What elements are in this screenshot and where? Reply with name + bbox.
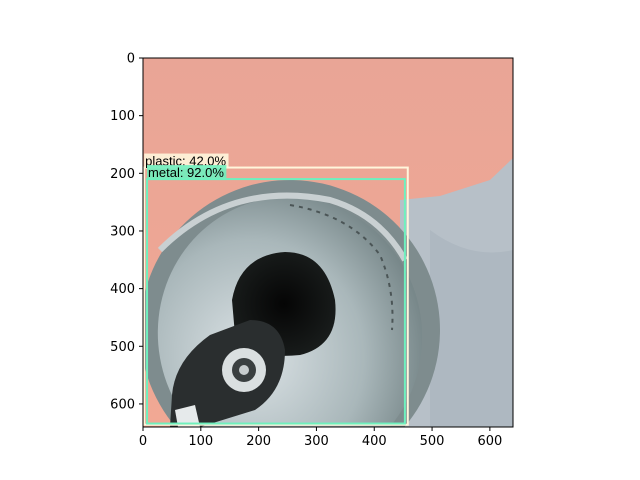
detection-label-bg-plastic: [144, 153, 229, 169]
x-tick-label: 500: [420, 434, 445, 449]
x-tick-label: 100: [188, 434, 213, 449]
y-tick-label: 100: [110, 109, 135, 124]
y-tick-label: 0: [127, 52, 135, 67]
y-tick-label: 400: [110, 282, 135, 297]
x-axis: 0 100 200 300 400 500 600: [139, 427, 502, 449]
y-tick-label: 500: [110, 340, 135, 355]
x-tick-label: 600: [477, 434, 502, 449]
x-tick-label: 300: [304, 434, 329, 449]
detection-label-plastic: plastic: 42.0%: [145, 154, 226, 169]
axes-frame: [142, 57, 514, 428]
detection-box-metal: [146, 178, 406, 425]
x-tick-label: 400: [362, 434, 387, 449]
y-tick-label: 300: [110, 224, 135, 239]
x-tick-label: 0: [139, 434, 147, 449]
y-tick-label: 600: [110, 397, 135, 412]
detection-box-plastic: [143, 166, 409, 426]
y-axis: 0 100 200 300 400 500 600: [110, 52, 143, 412]
detection-label-bg-metal: [147, 165, 227, 181]
x-tick-label: 200: [246, 434, 271, 449]
y-tick-label: 200: [110, 167, 135, 182]
photo-image: [143, 58, 513, 427]
detection-label-metal: metal: 92.0%: [148, 165, 224, 180]
